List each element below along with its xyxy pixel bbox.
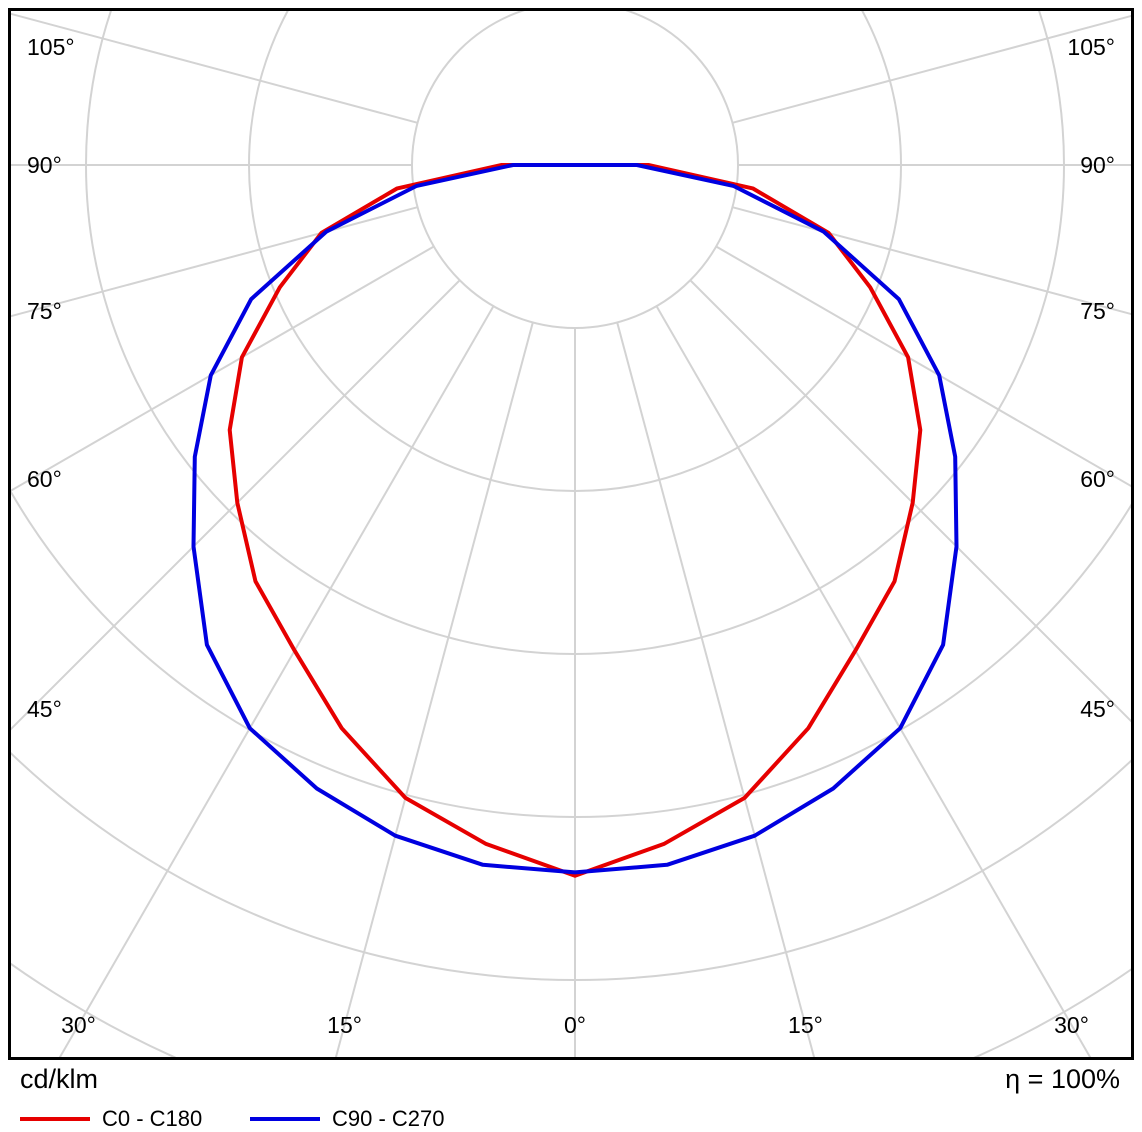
grid-spoke <box>732 14 1131 124</box>
c90-c270-line-swatch <box>250 1117 320 1121</box>
angle-label: 30° <box>61 1012 96 1038</box>
grid-spoke <box>11 245 435 492</box>
grid-ring <box>11 489 1131 818</box>
legend-item-c90-c270: C90 - C270 <box>250 1106 445 1132</box>
grid-spoke <box>11 12 418 124</box>
angle-label: 105° <box>27 34 75 60</box>
angle-label: 90° <box>27 152 62 178</box>
grid-ring <box>11 962 1131 1057</box>
angle-label: 30° <box>1054 1012 1089 1038</box>
angle-label: 15° <box>788 1012 823 1038</box>
grid-spoke <box>655 305 1092 1057</box>
angle-label: 45° <box>1080 696 1115 722</box>
angle-label: 60° <box>1080 466 1115 492</box>
grid-spoke <box>58 305 495 1057</box>
angle-label: 75° <box>27 298 62 324</box>
efficiency-label: η = 100% <box>1005 1064 1120 1094</box>
angle-label: 0° <box>564 1012 586 1038</box>
legend: C0 - C180 C90 - C270 <box>0 1106 1142 1132</box>
legend-item-c0-c180: C0 - C180 <box>20 1106 202 1132</box>
curve-c0-c180 <box>227 163 923 878</box>
grid-spoke <box>11 206 418 318</box>
grid-ring <box>411 11 739 329</box>
grid-spoke <box>11 279 461 731</box>
grid-ring <box>11 11 1131 1057</box>
radial-units-label: cd/klm <box>20 1064 99 1094</box>
angle-label: 105° <box>1067 34 1115 60</box>
angle-label: 60° <box>27 466 62 492</box>
polar-chart: 45° 45° 60° 60° 75° 75° 90° 90° 105° 105° 0° 15° 15°… <box>11 11 1131 1057</box>
angle-label: 45° <box>27 696 62 722</box>
angle-label: 15° <box>327 1012 362 1038</box>
grid-ring <box>11 751 1131 981</box>
legend-label-c90-c270: C90 - C270 <box>332 1106 445 1131</box>
angle-label: 75° <box>1080 298 1115 324</box>
legend-label-c0-c180: C0 - C180 <box>102 1106 203 1131</box>
grid-spoke <box>732 206 1131 316</box>
curve-c90-c270 <box>191 163 959 875</box>
angle-label: 90° <box>1080 152 1115 178</box>
grid-spoke <box>689 279 1131 723</box>
c0-c180-line-swatch <box>20 1117 90 1121</box>
grid-spoke <box>334 322 534 1057</box>
grid-spoke <box>616 322 816 1057</box>
polar-plot-frame: 45° 45° 60° 60° 75° 75° 90° 90° 105° 105° 0° 15° 15°… <box>8 8 1134 1060</box>
grid-spoke <box>715 245 1131 488</box>
